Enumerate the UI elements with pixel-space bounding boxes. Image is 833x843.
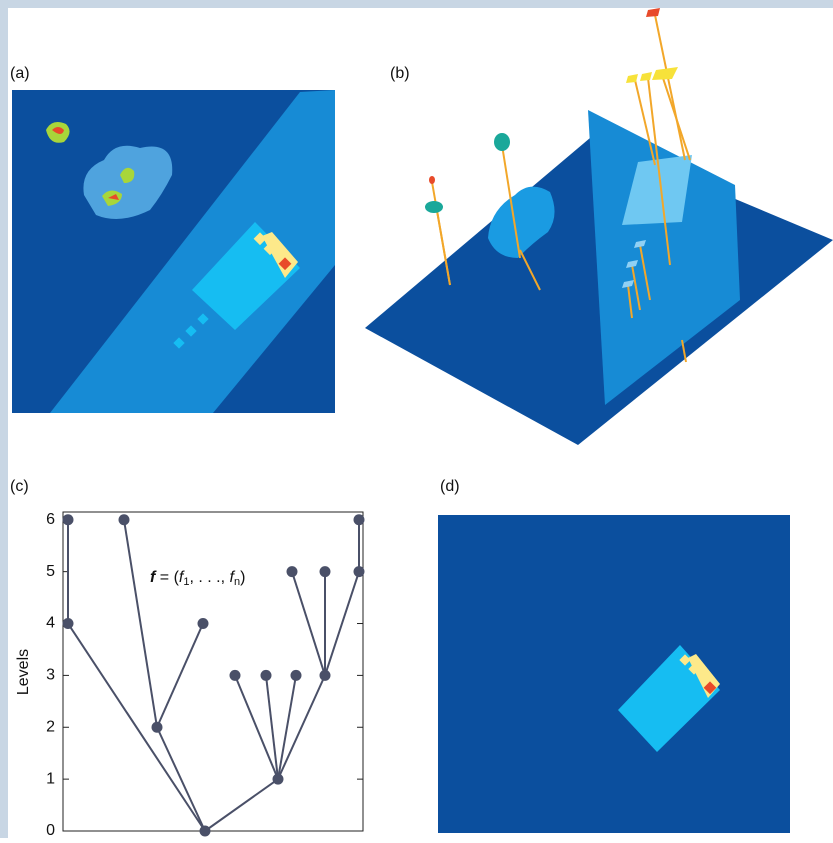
figure: (a) (b) (c) (d) Levels f = (f1, . . ., f… (0, 0, 833, 838)
tree-node (119, 514, 130, 525)
y-tick-label: 2 (46, 718, 55, 735)
tree-node (320, 670, 331, 681)
panel-a-image (12, 90, 335, 413)
panel-label: (c) (10, 478, 29, 495)
tree-node (273, 774, 284, 785)
panel-label: (a) (10, 65, 30, 82)
formula-part: , . . ., (189, 569, 229, 586)
tree-node (152, 722, 163, 733)
panel-d-image (438, 515, 790, 833)
y-tick-label: 3 (46, 667, 55, 684)
tree-node (291, 670, 302, 681)
tree-node (200, 826, 211, 837)
y-tick-label: 5 (46, 563, 55, 580)
tree-node (230, 670, 241, 681)
y-tick-label: 4 (46, 615, 55, 632)
y-tick-label: 1 (46, 770, 55, 787)
formula-part: = ( (155, 569, 179, 586)
tree-node (261, 670, 272, 681)
formula-part: ) (240, 569, 245, 586)
panel-label: (b) (390, 65, 410, 82)
panel-label: (d) (440, 478, 460, 495)
tree-node (63, 514, 74, 525)
tree-node (354, 566, 365, 577)
y-tick-label: 0 (46, 822, 55, 838)
y-tick-label: 6 (46, 511, 55, 528)
formula: f = (f1, . . ., fn) (150, 569, 245, 588)
tree-node (198, 618, 209, 629)
y-axis-title: Levels (15, 649, 32, 695)
tree-node (287, 566, 298, 577)
tree-node (354, 514, 365, 525)
tree-node (320, 566, 331, 577)
tree-node (63, 618, 74, 629)
